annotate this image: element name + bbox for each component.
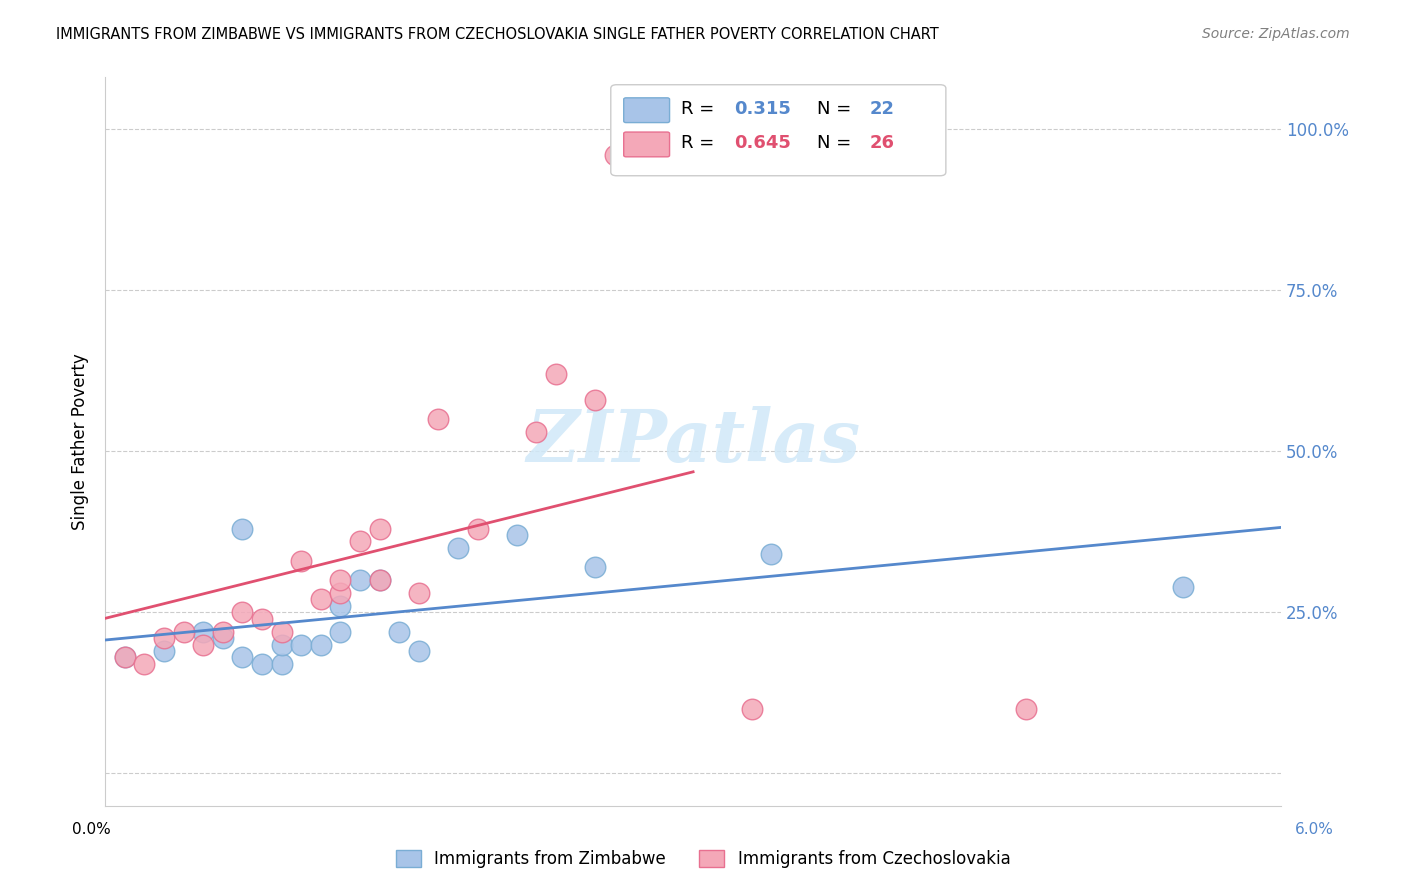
Point [506,528,529,542]
Point [290,554,312,568]
Point [211,624,233,639]
FancyBboxPatch shape [624,98,669,122]
Point [544,367,567,381]
Point [643,148,665,162]
Point [583,392,606,407]
Point [603,148,626,162]
Point [368,573,391,587]
Point [408,586,430,600]
Text: IMMIGRANTS FROM ZIMBABWE VS IMMIGRANTS FROM CZECHOSLOVAKIA SINGLE FATHER POVERTY: IMMIGRANTS FROM ZIMBABWE VS IMMIGRANTS F… [56,27,939,42]
Point [1015,702,1038,716]
Point [231,650,253,665]
Point [231,522,253,536]
Point [114,650,136,665]
Point [114,650,136,665]
FancyBboxPatch shape [610,85,946,176]
Text: R =: R = [682,134,720,152]
Point [524,425,547,439]
Point [329,573,352,587]
Point [1171,580,1194,594]
Text: R =: R = [682,100,720,118]
Point [309,638,332,652]
Text: ZIPatlas: ZIPatlas [526,406,860,477]
Text: 0.645: 0.645 [734,134,792,152]
Point [173,624,195,639]
Text: Source: ZipAtlas.com: Source: ZipAtlas.com [1202,27,1350,41]
Point [467,522,489,536]
Text: 26: 26 [869,134,894,152]
Text: N =: N = [817,100,856,118]
Point [270,638,292,652]
Point [270,624,292,639]
Text: 22: 22 [869,100,894,118]
Text: 0.0%: 0.0% [72,822,111,837]
Point [290,638,312,652]
Point [329,599,352,613]
Text: N =: N = [817,134,856,152]
Point [368,573,391,587]
Point [250,657,273,671]
Point [211,631,233,645]
Point [368,522,391,536]
Point [329,624,352,639]
Point [583,560,606,574]
Legend: Immigrants from Zimbabwe, Immigrants from Czechoslovakia: Immigrants from Zimbabwe, Immigrants fro… [389,843,1017,875]
Text: 6.0%: 6.0% [1295,822,1334,837]
Point [447,541,470,555]
Point [193,638,215,652]
Point [349,534,371,549]
Point [761,547,783,561]
Point [250,612,273,626]
Y-axis label: Single Father Poverty: Single Father Poverty [72,353,89,530]
Point [153,644,176,658]
Point [270,657,292,671]
Point [427,412,450,426]
Point [741,702,763,716]
Point [134,657,156,671]
Point [309,592,332,607]
Point [408,644,430,658]
Point [388,624,411,639]
Point [153,631,176,645]
Point [349,573,371,587]
FancyBboxPatch shape [624,132,669,157]
Text: 0.315: 0.315 [734,100,792,118]
Point [231,605,253,619]
Point [193,624,215,639]
Point [329,586,352,600]
